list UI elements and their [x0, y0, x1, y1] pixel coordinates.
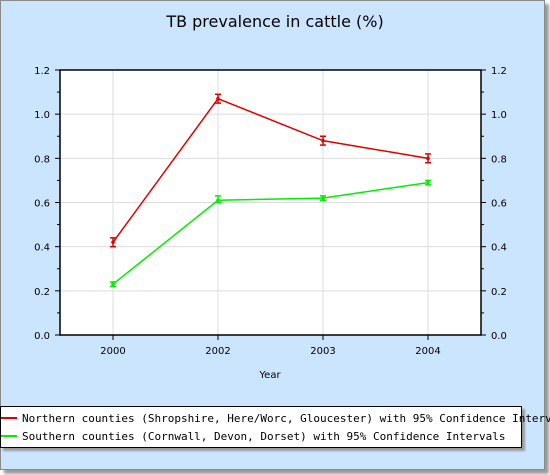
- x-tick-label: 2000: [100, 346, 125, 357]
- series-layer: [110, 93, 431, 288]
- y-tick-label-left: 1.2: [34, 66, 50, 77]
- error-bar: [110, 281, 116, 288]
- error-bar: [215, 93, 221, 104]
- legend-item-southern: Southern counties (Cornwall, Devon, Dors…: [1, 428, 505, 444]
- error-bar: [110, 237, 116, 248]
- data-point: [321, 196, 325, 200]
- y-tick-label-right: 1.2: [491, 66, 507, 77]
- legend-swatch-southern: [1, 435, 17, 437]
- error-bar: [215, 195, 221, 204]
- data-point: [426, 180, 430, 185]
- y-tick-label-left: 0.6: [34, 199, 50, 210]
- data-point: [426, 156, 430, 161]
- data-point: [111, 282, 115, 287]
- y-tick-label-right: 0.0: [491, 331, 507, 342]
- chart-title: TB prevalence in cattle (%): [165, 12, 383, 31]
- series-line-1: [112, 181, 429, 285]
- error-bar: [425, 153, 431, 164]
- y-tick-label-left: 0.8: [34, 154, 50, 165]
- y-tick-label-right: 1.0: [491, 110, 507, 121]
- y-tick-label-left: 0.0: [34, 331, 50, 342]
- legend: Northern counties (Shropshire, Here/Worc…: [0, 406, 550, 448]
- data-point: [111, 240, 115, 245]
- data-point: [321, 138, 325, 143]
- y-tick-label-right: 0.6: [491, 199, 507, 210]
- y-tick-label-left: 0.2: [34, 287, 50, 298]
- axes: 0.0 0.0 0.2 0.2 0.4 0.4 0.6 0.6 0.8 0.8 1.0 1.0 1.2 1…: [34, 66, 507, 357]
- x-tick-label: 2003: [310, 346, 335, 357]
- error-bar: [320, 195, 326, 202]
- x-axis-label: Year: [258, 370, 281, 381]
- legend-swatch-northern: [1, 417, 17, 419]
- y-tick-label-left: 1.0: [34, 110, 50, 121]
- legend-label-southern: Southern counties (Cornwall, Devon, Dors…: [22, 429, 506, 443]
- data-point: [216, 96, 220, 101]
- error-bar: [425, 179, 431, 186]
- y-tick-label-right: 0.2: [491, 287, 507, 298]
- x-tick-label: 2002: [205, 346, 230, 357]
- x-tick-label: 2004: [415, 346, 440, 357]
- legend-item-northern: Northern counties (Shropshire, Here/Worc…: [1, 410, 550, 426]
- y-tick-label-right: 0.8: [491, 154, 507, 165]
- series-line-0: [112, 97, 429, 243]
- data-point: [216, 198, 220, 203]
- y-tick-label-left: 0.4: [34, 243, 50, 254]
- error-bar: [320, 135, 326, 146]
- legend-label-northern: Northern counties (Shropshire, Here/Worc…: [22, 411, 550, 425]
- y-tick-label-right: 0.4: [491, 243, 507, 254]
